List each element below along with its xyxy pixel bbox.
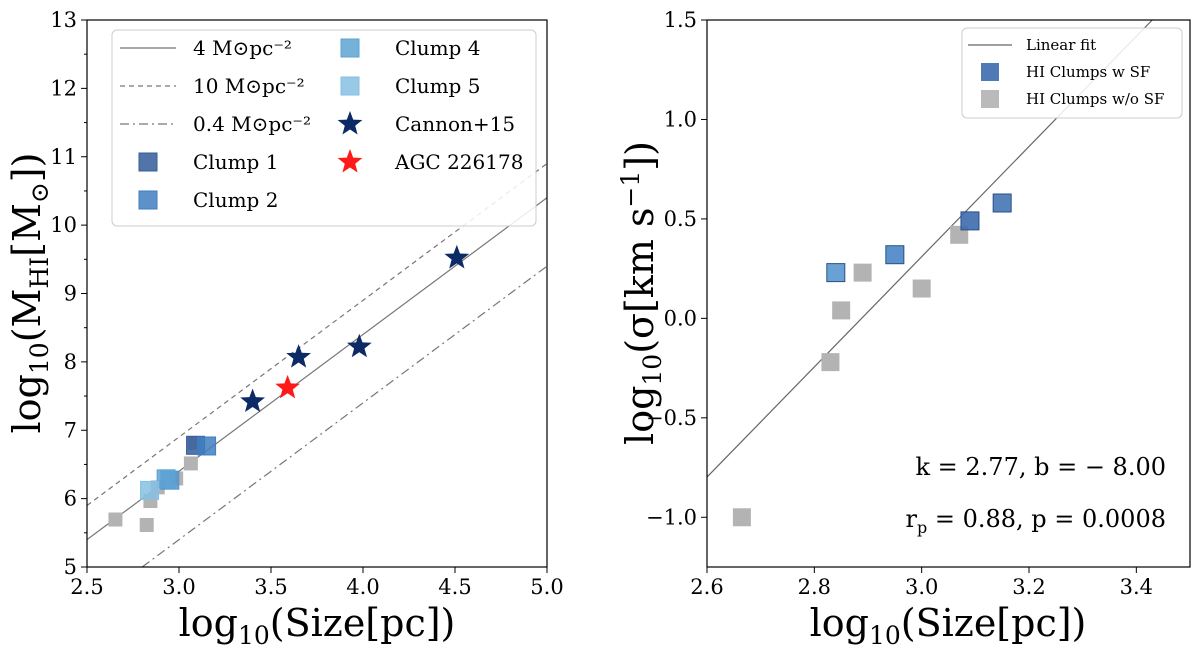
right-axes-frame <box>706 19 1191 568</box>
left-ylabel: log10(MHI[M⊙]) <box>5 153 54 434</box>
legend-label: Linear fit <box>1026 36 1096 54</box>
right-xtick-label: 2.8 <box>798 575 831 599</box>
left-ticks: 2.5 3.0 3.5 4.0 4.5 5.0 5 6 7 8 9 10 11 12 13 <box>50 8 563 599</box>
clump-without-sf-point <box>912 279 931 298</box>
left-legend: 4 M⊙pc⁻² 10 M⊙pc⁻² 0.4 M⊙pc⁻² Clump 1 Clump … <box>111 29 537 227</box>
legend-square-marker <box>340 38 360 58</box>
left-xtick-label: 3.5 <box>254 575 287 599</box>
legend-square-marker <box>981 63 999 81</box>
left-ytick-label: 8 <box>64 350 77 374</box>
gray-clump-point <box>108 512 123 527</box>
annotation-slope: k = 2.77, b = − 8.00 <box>915 453 1166 481</box>
right-ytick-label: 0.0 <box>664 306 697 330</box>
legend-label: HI Clumps w SF <box>1026 63 1150 81</box>
legend-label: HI Clumps w/o SF <box>1026 90 1164 108</box>
right-xtick-label: 3.2 <box>1012 575 1045 599</box>
legend-label: 0.4 M⊙pc⁻² <box>193 112 311 136</box>
ref-line-dashdot <box>141 265 548 568</box>
left-axes-frame <box>86 19 548 568</box>
right-data-marks <box>732 193 1012 527</box>
legend-label: Clump 4 <box>395 36 480 60</box>
legend-square-marker <box>138 190 158 210</box>
left-ytick-label: 6 <box>64 487 77 511</box>
right-ylabel: log10(σ[km s−1]) <box>616 141 667 445</box>
clump-without-sf-point <box>821 353 840 372</box>
legend-label: Cannon+15 <box>395 112 515 136</box>
right-xtick-label: 2.6 <box>690 575 723 599</box>
right-ytick-label: −1.0 <box>646 505 697 529</box>
right-xlabel: log10(Size[pc]) <box>810 601 1087 650</box>
right-ytick-label: 1.0 <box>664 107 697 131</box>
left-ytick-label: 11 <box>50 145 77 169</box>
left-xtick-label: 3.0 <box>162 575 195 599</box>
left-ytick-label: 10 <box>50 213 77 237</box>
left-ytick-label: 5 <box>64 555 77 579</box>
legend-star-marker <box>337 111 363 135</box>
legend-square-marker <box>981 90 999 108</box>
legend-label: Clump 5 <box>395 74 480 98</box>
right-panel: 2.6 2.8 3.0 3.2 3.4 −1.0 −0.5 0.0 0.5 1.0 1.5 Line… <box>616 8 1191 650</box>
left-ytick-label: 7 <box>64 418 77 442</box>
legend-label: 10 M⊙pc⁻² <box>193 74 305 98</box>
right-legend: Linear fit HI Clumps w SF HI Clumps w/o SF <box>961 27 1183 119</box>
left-xtick-label: 5.0 <box>530 575 563 599</box>
clump-with-sf-point <box>885 245 905 265</box>
legend-label: AGC 226178 <box>394 150 523 174</box>
gray-clump-point <box>139 517 154 532</box>
right-xtick-label: 3.0 <box>905 575 938 599</box>
legend-star-marker <box>337 149 363 173</box>
legend-label: Clump 1 <box>193 150 278 174</box>
left-ytick-label: 9 <box>64 282 77 306</box>
right-ytick-label: −0.5 <box>646 406 697 430</box>
gray-clump-point <box>183 456 198 471</box>
legend-square-marker <box>138 152 158 172</box>
left-xtick-label: 2.5 <box>70 575 103 599</box>
legend-label: Clump 2 <box>193 188 278 212</box>
left-ytick-label: 13 <box>50 8 77 32</box>
right-legend-box <box>961 27 1183 119</box>
left-data-marks <box>108 244 470 532</box>
clump-with-sf-point <box>960 211 980 231</box>
left-panel: 2.5 3.0 3.5 4.0 4.5 5.0 5 6 7 8 9 10 11 12 13 4 M⊙pc⁻²… <box>5 8 564 650</box>
legend-label: 4 M⊙pc⁻² <box>193 36 292 60</box>
clump-without-sf-point <box>832 301 851 320</box>
cannon15-star <box>286 344 311 368</box>
clump-with-sf-point <box>826 263 846 283</box>
right-ytick-label: 1.5 <box>664 8 697 32</box>
cannon15-star <box>444 244 470 269</box>
left-ytick-label: 12 <box>50 76 77 100</box>
clump-point <box>140 480 160 500</box>
clump-without-sf-point <box>732 508 751 527</box>
left-xtick-label: 4.5 <box>438 575 471 599</box>
left-xtick-label: 4.0 <box>346 575 379 599</box>
clump-without-sf-point <box>853 263 872 282</box>
cannon15-star <box>240 388 265 412</box>
left-legend-box <box>111 29 537 227</box>
clump-with-sf-point <box>992 193 1012 213</box>
right-ytick-label: 0.5 <box>664 207 697 231</box>
right-ticks: 2.6 2.8 3.0 3.2 3.4 −1.0 −0.5 0.0 0.5 1.0 1.5 <box>646 8 1153 599</box>
agc226178-star <box>275 374 300 399</box>
left-xlabel: log10(Size[pc]) <box>179 601 456 650</box>
right-xtick-label: 3.4 <box>1120 575 1153 599</box>
legend-square-marker <box>340 76 360 96</box>
clump-point <box>156 469 176 489</box>
annotation-correlation: rp = 0.88, p = 0.0008 <box>905 505 1166 537</box>
cannon15-star <box>347 333 372 358</box>
clump-point <box>197 436 217 456</box>
